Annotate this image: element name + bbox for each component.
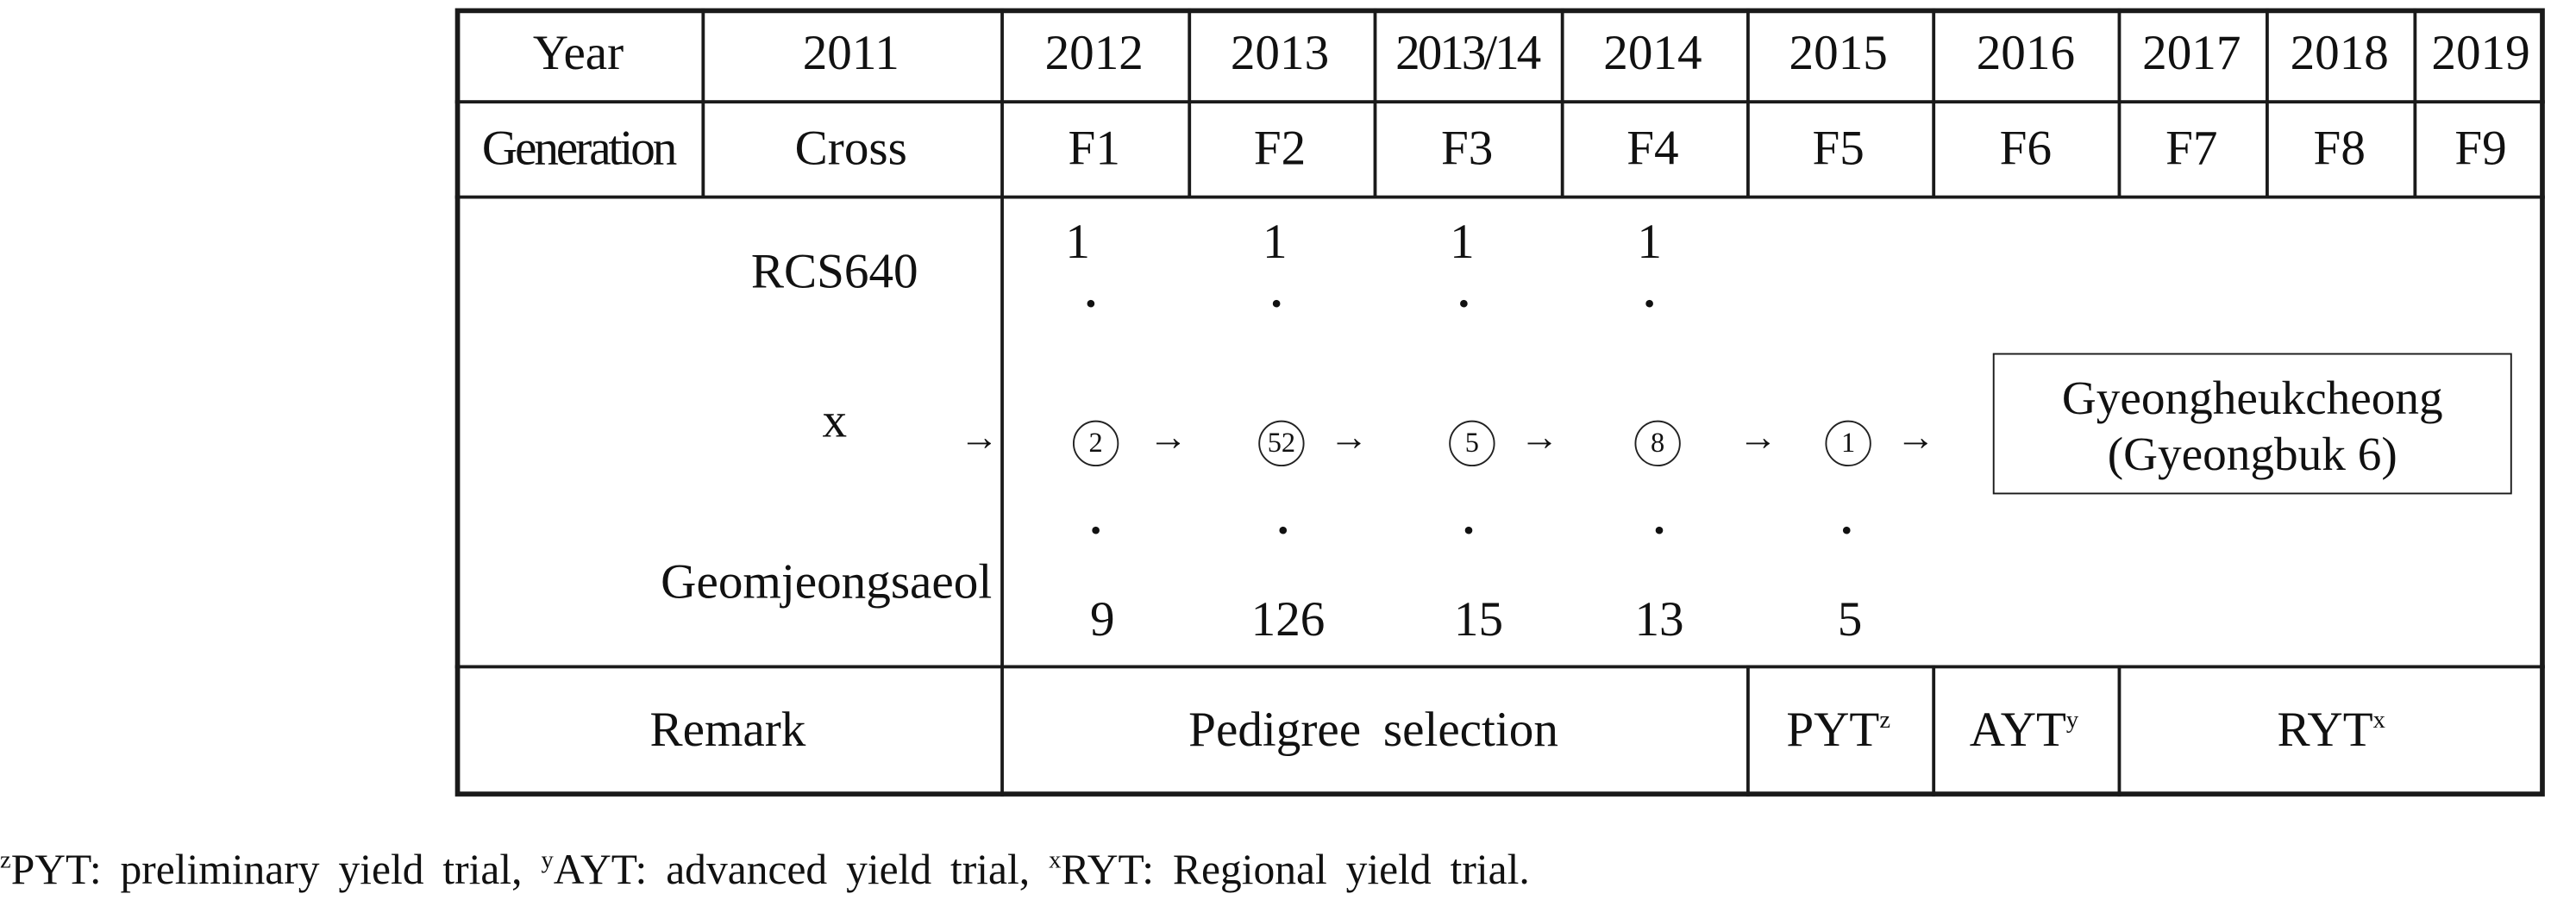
selected-count-circle: 1 <box>1825 420 1871 467</box>
separator-dot: · <box>1652 505 1667 557</box>
generation-cell: F6 <box>1999 121 2053 176</box>
col-divider <box>1746 8 1750 197</box>
generation-cell: F7 <box>2165 121 2218 176</box>
remark-pyt: PYTz <box>1786 703 1891 758</box>
year-cell: 2017 <box>2142 26 2241 81</box>
parent-female: RCS640 <box>750 244 918 299</box>
year-cell: 2012 <box>1044 26 1144 81</box>
generation-cell: F4 <box>1626 121 1679 176</box>
separator-dot: · <box>1461 505 1476 557</box>
arrow: → <box>1148 416 1188 460</box>
top-count: 1 <box>1637 215 1662 270</box>
table-border <box>454 8 2545 797</box>
remark-pedigree-selection: Pedigree selection <box>1188 703 1558 758</box>
remark-ayt: AYTy <box>1969 703 2079 758</box>
col-divider <box>2117 8 2122 197</box>
col-divider <box>1560 8 1564 197</box>
top-count: 1 <box>1450 215 1475 270</box>
arrow: → <box>1520 416 1559 460</box>
year-cell: 2011 <box>802 26 899 81</box>
generation-cell: F8 <box>2313 121 2366 176</box>
generation-cell: F5 <box>1812 121 1865 176</box>
year-cell: 2014 <box>1603 26 1702 81</box>
cross-symbol: x <box>822 394 848 449</box>
col-divider <box>1932 8 1936 197</box>
footnote: zPYT: preliminary yield trial, yAYT: adv… <box>0 846 1530 894</box>
bottom-count: 5 <box>1837 592 1863 647</box>
arrow: → <box>1896 416 1936 460</box>
generation-cell: F2 <box>1253 121 1307 176</box>
top-count: 1 <box>1262 215 1288 270</box>
cultivar-alias: (Gyeongbuk 6) <box>2107 428 2397 482</box>
col-divider <box>701 8 705 197</box>
year-cell: 2016 <box>1976 26 2076 81</box>
separator-dot: · <box>1083 278 1099 330</box>
col-divider <box>1932 665 1936 797</box>
year-cell: 2018 <box>2290 26 2389 81</box>
generation-cell: F3 <box>1440 121 1494 176</box>
year-cell: 2015 <box>1789 26 1888 81</box>
remark-label: Remark <box>649 703 806 758</box>
arrow: → <box>959 416 1000 460</box>
separator-dot: · <box>1456 278 1472 330</box>
separator-dot: · <box>1275 505 1291 557</box>
bottom-count: 126 <box>1250 592 1326 647</box>
row-divider-generation <box>454 195 2545 199</box>
selected-count-circle: 5 <box>1449 420 1495 467</box>
row-divider-year <box>454 100 2545 104</box>
bottom-count: 13 <box>1634 592 1684 647</box>
generation-cell: F1 <box>1068 121 1120 176</box>
separator-dot: · <box>1087 505 1104 557</box>
row-divider-remark <box>454 665 2545 669</box>
selected-count-circle: 2 <box>1072 420 1119 467</box>
parent-male: Geomjeongsaeol <box>661 554 993 609</box>
separator-dot: · <box>1839 505 1855 557</box>
year-label: Year <box>532 26 624 81</box>
col-divider <box>1000 8 1004 797</box>
breeding-pedigree-diagram: Year 2011 2012 2013 2013/14 2014 2015 20… <box>0 8 2545 893</box>
col-divider <box>2117 665 2122 797</box>
year-cell: 2013 <box>1230 26 1330 81</box>
generation-cell: Cross <box>794 121 907 176</box>
col-divider <box>1373 8 1377 197</box>
year-cell: 2019 <box>2431 26 2530 81</box>
col-divider <box>1188 8 1192 197</box>
selected-count-circle: 8 <box>1634 420 1681 467</box>
col-divider <box>2265 8 2269 197</box>
cultivar-name: Gyeongheukcheong <box>2061 372 2443 426</box>
cultivar-result-box: Gyeongheukcheong (Gyeongbuk 6) <box>1992 353 2512 495</box>
arrow: → <box>1738 416 1778 460</box>
top-count: 1 <box>1065 215 1090 270</box>
col-divider <box>2413 8 2417 197</box>
bottom-count: 15 <box>1453 592 1504 647</box>
generation-cell: F9 <box>2454 121 2507 176</box>
arrow: → <box>1329 416 1369 460</box>
bottom-count: 9 <box>1089 592 1115 647</box>
separator-dot: · <box>1269 278 1285 330</box>
selected-count-circle: 52 <box>1258 420 1305 467</box>
generation-label: Generation <box>481 121 677 176</box>
separator-dot: · <box>1641 278 1658 330</box>
year-cell: 2013/14 <box>1395 26 1541 81</box>
remark-ryt: RYTx <box>2277 703 2385 758</box>
col-divider <box>1746 665 1750 797</box>
